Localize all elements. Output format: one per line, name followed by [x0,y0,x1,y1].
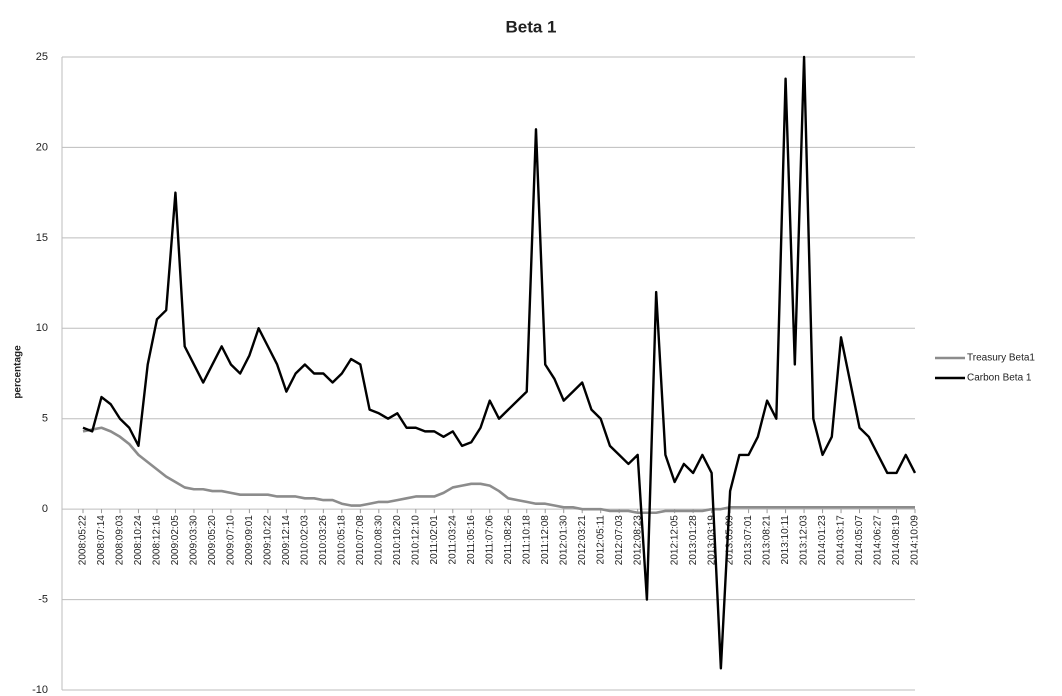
x-tick-label: 2014:10:09 [910,515,921,565]
x-tick-label: 2014:03:17 [836,515,847,565]
x-tick-label: 2011:03:24 [447,515,458,565]
x-tick-label: 2012:05:11 [595,515,606,565]
x-tick-label: 2013:08:21 [762,515,773,565]
y-tick-label: 25 [36,51,48,63]
x-tick-label: 2009:10:22 [263,515,274,565]
x-tick-label: 2011:05:16 [466,515,477,565]
x-tick-label: 2011:08:26 [503,515,514,565]
x-tick-label: 2012:08:23 [632,515,643,565]
y-axis-label: percentage [13,345,24,399]
x-tick-label: 2008:05:22 [78,515,89,565]
y-tick-label: 0 [42,503,48,515]
x-tick-label: 2014:05:07 [854,515,865,565]
x-tick-label: 2013:10:11 [780,515,791,565]
x-tick-label: 2010:07:08 [355,515,366,565]
x-tick-label: 2013:12:03 [799,515,810,565]
x-tick-label: 2014:08:19 [891,515,902,565]
chart-title: Beta 1 [505,17,556,36]
x-tick-label: 2010:05:18 [336,515,347,565]
x-tick-label: 2008:07:14 [96,515,107,565]
x-tick-label: 2014:06:27 [873,515,884,565]
x-tick-label: 2008:12:16 [152,515,163,565]
series-line [82,426,915,515]
x-tick-label: 2013:01:28 [688,515,699,565]
x-tick-label: 2011:07:06 [484,515,495,565]
x-tick-label: 2010:03:26 [318,515,329,565]
y-tick-label: 10 [36,322,48,334]
x-tick-label: 2009:03:30 [189,515,200,565]
x-tick-label: 2009:05:20 [207,515,218,565]
legend-label: Treasury Beta1 [967,353,1035,364]
x-tick-label: 2012:07:03 [614,515,625,565]
series-line [82,55,917,670]
x-tick-label: 2013:07:01 [743,515,754,565]
x-tick-label: 2011:02:01 [429,515,440,565]
legend-label: Carbon Beta 1 [967,373,1032,384]
y-tick-label: 5 [42,413,48,425]
x-tick-label: 2010:12:10 [410,515,421,565]
x-tick-label: 2008:10:24 [133,515,144,565]
x-tick-label: 2009:07:10 [226,515,237,565]
x-tick-label: 2013:03:19 [706,515,717,565]
x-tick-label: 2012:12:05 [669,515,680,565]
x-tick-label: 2014:01:23 [817,515,828,565]
x-tick-label: 2012:01:30 [558,515,569,565]
y-tick-label: 15 [36,232,48,244]
x-tick-label: 2010:10:20 [392,515,403,565]
x-tick-label: 2009:09:01 [244,515,255,565]
x-tick-label: 2011:12:08 [540,515,551,565]
x-tick-label: 2010:02:03 [300,515,311,565]
x-tick-label: 2009:12:14 [281,515,292,565]
x-tick-label: 2012:03:21 [577,515,588,565]
x-tick-label: 2008:09:03 [115,515,126,565]
y-tick-label: -5 [38,593,48,605]
y-tick-label: -10 [32,684,48,696]
x-tick-label: 2013:05:09 [725,515,736,565]
y-tick-label: 20 [36,141,48,153]
x-tick-label: 2011:10:18 [521,515,532,565]
x-tick-label: 2010:08:30 [373,515,384,565]
x-tick-label: 2009:02:05 [170,515,181,565]
